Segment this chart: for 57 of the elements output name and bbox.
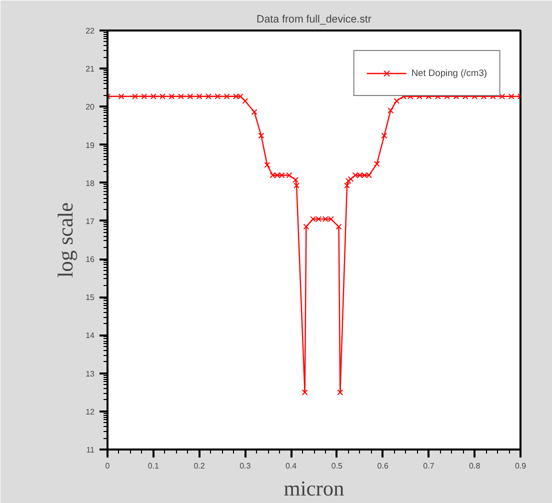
point [344,182,350,189]
x-tick-label: 0.2 [194,462,206,470]
y-tick-label: 17 [86,216,96,226]
y-tick-label: 15 [86,293,96,302]
point [187,93,194,100]
point [381,132,388,139]
x-tick-label: 0.4 [285,462,298,470]
point [294,182,300,189]
point [196,93,202,100]
point [141,93,148,100]
point [292,176,299,183]
y-tick-label: 16 [86,255,96,264]
point [251,109,258,115]
point [150,93,156,100]
point [337,389,344,396]
point [168,93,175,100]
point [394,98,400,104]
x-axis-title: micron [284,476,345,500]
y-tick-label: 21 [86,64,96,74]
legend-label: Net Doping (/cm3) [411,68,487,78]
x-tick-label: 0.3 [240,462,252,470]
x-tick-label: 0.9 [514,462,527,470]
point [348,176,354,182]
point [160,93,166,100]
y-tick-label: 19 [86,140,96,150]
point [508,93,514,100]
point [336,224,342,230]
y-tick-label: 22 [86,26,96,36]
point [132,93,138,100]
x-tick-label: 0.5 [331,462,344,470]
x-tick-label: 0 [105,462,110,470]
point [258,132,264,139]
y-tick-label: 12 [86,407,96,416]
point [345,178,352,184]
point [499,93,506,100]
x-tick-label: 0.7 [423,462,435,470]
point [118,93,124,100]
point [205,93,212,100]
y-tick-label: 14 [86,331,96,340]
point [303,224,310,230]
chart-title: Data from full_device.str [256,14,372,26]
y-tick-label: 20 [86,102,96,112]
y-axis-title: log scale [54,202,78,278]
point [242,98,248,104]
x-tick-label: 0.8 [469,462,481,470]
point [214,93,221,100]
x-tick-label: 0.1 [148,462,160,470]
point [224,93,230,100]
point [178,93,184,100]
y-tick-label: 18 [86,178,96,188]
y-tick-label: 11 [86,446,96,454]
point [264,162,270,168]
point [302,389,308,396]
point [388,108,394,114]
x-tick-label: 0.6 [377,462,389,470]
y-tick-label: 13 [86,369,96,378]
point [374,160,380,167]
